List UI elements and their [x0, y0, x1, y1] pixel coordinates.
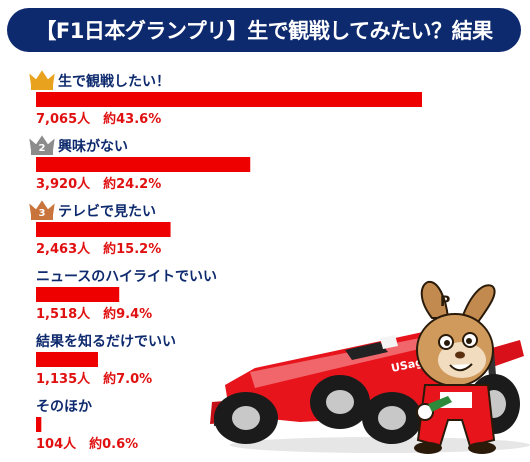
- rank-number: 3: [39, 208, 46, 219]
- svg-text:P: P: [440, 294, 450, 310]
- gold-crown-icon: [28, 69, 56, 90]
- category-label: 興味がない: [58, 138, 128, 155]
- silver-crown-icon: 2: [28, 134, 56, 155]
- value-label: 1,518人 約9.4%: [36, 306, 152, 322]
- f1-race-car-with-rabbit-mascot-icon: USagi P: [210, 280, 530, 454]
- value-label: 2,463人 約15.2%: [36, 241, 161, 257]
- bar: [36, 417, 42, 432]
- bar: [36, 92, 422, 107]
- bronze-crown-icon: 3: [28, 199, 56, 220]
- bar: [36, 157, 251, 172]
- bar: [36, 352, 98, 367]
- bar: [36, 287, 120, 302]
- category-label: そのほか: [36, 399, 92, 415]
- value-label: 7,065人 約43.6%: [36, 111, 161, 127]
- category-label: テレビで見たい: [58, 204, 156, 220]
- value-label: 3,920人 約24.2%: [36, 176, 161, 192]
- category-label: 生で観戦したい！: [58, 73, 170, 90]
- category-label: ニュースのハイライトでいい: [36, 269, 217, 285]
- rank-number: 2: [39, 143, 46, 154]
- value-label: 104人 約0.6%: [36, 436, 138, 452]
- value-label: 1,135人 約7.0%: [36, 371, 152, 387]
- chart-title: 【F1日本グランプリ】生で観戦してみたい？結果: [7, 8, 521, 52]
- bar: [36, 222, 171, 237]
- category-label: 結果を知るだけでいい: [36, 333, 176, 350]
